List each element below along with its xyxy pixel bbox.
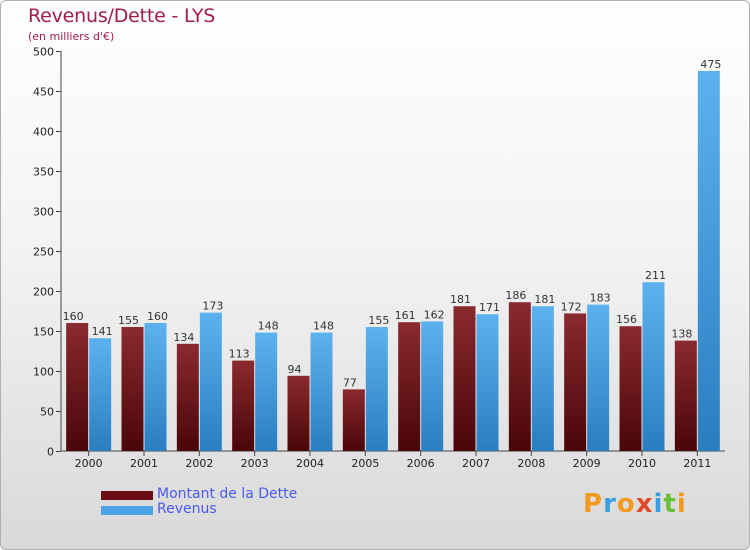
y-tick-label: 350	[33, 166, 54, 179]
legend-label-revenus: Revenus	[157, 501, 217, 517]
bar-dette	[176, 343, 199, 451]
x-tick-label: 2001	[130, 457, 158, 470]
y-tick-label: 450	[33, 86, 54, 99]
logo-letter: o	[616, 489, 636, 519]
legend-swatch-revenus	[101, 506, 153, 515]
legend-swatch-dette	[101, 491, 153, 500]
data-label-dette: 156	[616, 313, 637, 326]
data-label-revenus: 173	[202, 300, 223, 313]
data-label-revenus: 160	[147, 310, 168, 323]
bar-revenus	[365, 327, 388, 451]
bar-revenus	[255, 332, 278, 451]
data-label-dette: 94	[288, 363, 302, 376]
chart-subtitle: (en milliers d'€)	[28, 30, 115, 43]
data-label-revenus: 141	[92, 325, 113, 338]
proxiti-logo: Proxiti	[583, 489, 687, 519]
bar-dette	[674, 340, 697, 451]
bar-dette	[121, 327, 144, 451]
x-tick-label: 2006	[407, 457, 435, 470]
y-tick-label: 150	[33, 326, 54, 339]
data-label-dette: 186	[505, 289, 526, 302]
bar-revenus	[310, 332, 333, 451]
y-tick-label: 500	[33, 46, 54, 59]
bar-revenus	[531, 306, 554, 451]
logo-letter: P	[583, 489, 604, 519]
data-label-dette: 160	[63, 310, 84, 323]
data-label-revenus: 162	[424, 308, 445, 321]
x-tick-label: 2011	[683, 457, 711, 470]
x-tick-label: 2007	[462, 457, 490, 470]
data-label-dette: 172	[561, 300, 582, 313]
bar-dette	[66, 323, 89, 451]
bar-dette	[398, 322, 421, 451]
x-tick-label: 2008	[517, 457, 545, 470]
y-tick-label: 300	[33, 206, 54, 219]
y-tick-label: 100	[33, 366, 54, 379]
legend-label-dette: Montant de la Dette	[157, 486, 298, 502]
x-tick-label: 2005	[351, 457, 379, 470]
data-label-revenus: 183	[590, 292, 611, 305]
bar-revenus	[642, 282, 665, 451]
y-tick-label: 50	[40, 406, 54, 419]
data-label-dette: 161	[395, 309, 416, 322]
data-label-dette: 138	[671, 328, 692, 341]
bar-revenus	[476, 314, 499, 451]
data-label-revenus: 155	[368, 314, 389, 327]
bar-revenus	[421, 321, 444, 451]
data-label-dette: 155	[118, 314, 139, 327]
bar-dette	[564, 313, 587, 451]
bars	[66, 71, 720, 451]
bar-dette	[232, 360, 255, 451]
bar-revenus	[144, 323, 167, 451]
logo-letter: i	[676, 489, 687, 519]
x-tick-label: 2010	[628, 457, 656, 470]
data-label-dette: 77	[343, 376, 357, 389]
data-label-revenus: 148	[313, 320, 334, 333]
y-tick-label: 250	[33, 246, 54, 259]
logo-letter: i	[653, 489, 664, 519]
bar-revenus	[697, 71, 720, 451]
data-label-revenus: 475	[700, 58, 721, 71]
y-tick-label: 200	[33, 286, 54, 299]
bar-revenus	[89, 338, 112, 451]
bar-dette	[342, 389, 365, 451]
x-tick-label: 2009	[573, 457, 601, 470]
bar-dette	[287, 375, 310, 451]
logo-letter: t	[663, 489, 677, 519]
y-tick-label: 0	[47, 446, 54, 459]
x-tick-label: 2003	[241, 457, 269, 470]
data-label-dette: 181	[450, 293, 471, 306]
x-tick-label: 2004	[296, 457, 324, 470]
x-tick-label: 2000	[75, 457, 103, 470]
y-tick-label: 400	[33, 126, 54, 139]
chart-title: Revenus/Dette - LYS	[28, 5, 216, 27]
data-label-dette: 113	[229, 348, 250, 361]
bar-dette	[508, 302, 531, 451]
data-label-revenus: 148	[258, 320, 279, 333]
x-tick-label: 2002	[185, 457, 213, 470]
data-labels: 160 141 155 160 134 173 113 148 94 148 77 155 161 162…	[63, 58, 722, 389]
logo-letter: r	[603, 489, 617, 519]
axes: 0 50 100 150 200 250 300 350 400 450 500 2000 2001 20…	[33, 46, 725, 470]
data-label-revenus: 181	[534, 293, 555, 306]
bar-revenus	[587, 304, 610, 451]
data-label-dette: 134	[173, 331, 194, 344]
data-label-revenus: 211	[645, 269, 666, 282]
logo-letter: x	[635, 489, 654, 519]
bar-dette	[619, 326, 642, 451]
bar-dette	[453, 306, 476, 451]
data-label-revenus: 171	[479, 301, 500, 314]
bar-revenus	[199, 312, 222, 451]
